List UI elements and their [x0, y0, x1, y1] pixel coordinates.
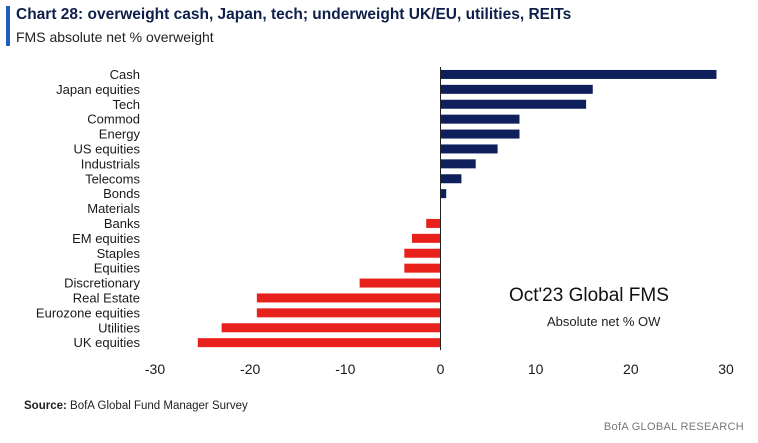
bar-cash — [440, 69, 717, 79]
bar-us-equities — [440, 144, 498, 154]
source-text: BofA Global Fund Manager Survey — [70, 400, 248, 412]
x-tick-label: 30 — [718, 361, 734, 377]
bar-equities — [404, 263, 441, 273]
category-label: Energy — [99, 127, 141, 142]
x-tick-label: -20 — [240, 361, 260, 377]
bar-telecoms — [440, 174, 462, 184]
annotation-subtitle: Absolute net % OW — [547, 314, 661, 329]
bar-bonds — [440, 189, 447, 199]
bar-tech — [440, 99, 587, 109]
chart-title: Chart 28: overweight cash, Japan, tech; … — [16, 6, 572, 23]
category-label: Commod — [87, 112, 140, 127]
bar-commod — [440, 114, 520, 124]
category-label: Real Estate — [73, 290, 140, 305]
category-label: Staples — [97, 246, 141, 261]
category-label: Discretionary — [64, 276, 140, 291]
category-label: Japan equities — [56, 82, 140, 97]
source-label: Source: — [24, 400, 67, 412]
x-tick-label: 20 — [623, 361, 639, 377]
bar-em-equities — [411, 233, 441, 243]
category-label: Tech — [113, 97, 140, 112]
category-label: Equities — [94, 261, 141, 276]
x-tick-label: -10 — [335, 361, 355, 377]
bar-industrials — [440, 159, 476, 169]
bar-uk-equities — [197, 338, 441, 348]
title-accent-bar — [6, 6, 10, 46]
category-label: Eurozone equities — [36, 305, 141, 320]
bar-utilities — [221, 323, 441, 333]
category-label: Materials — [87, 201, 140, 216]
bar-eurozone-equities — [256, 308, 441, 318]
category-label: Banks — [104, 216, 141, 231]
x-tick-label: 10 — [528, 361, 544, 377]
chart-subtitle: FMS absolute net % overweight — [16, 29, 214, 45]
category-label: Cash — [110, 67, 140, 82]
bar-banks — [426, 218, 441, 228]
bar-energy — [440, 129, 520, 139]
category-label: UK equities — [74, 335, 141, 350]
category-label: Utilities — [98, 320, 140, 335]
x-tick-label: 0 — [437, 361, 445, 377]
x-tick-labels-group: -30 -20 -10 0 10 20 30 — [145, 361, 734, 377]
bar-japan-equities — [440, 84, 593, 94]
bar-staples — [404, 248, 441, 258]
bar-real-estate — [256, 293, 441, 303]
category-label: Industrials — [81, 156, 141, 171]
bar-discretionary — [359, 278, 441, 288]
source-note: Source: BofA Global Fund Manager Survey — [24, 400, 248, 412]
category-label: EM equities — [72, 231, 140, 246]
category-label: Telecoms — [85, 171, 140, 186]
x-tick-label: -30 — [145, 361, 165, 377]
category-label: Bonds — [103, 186, 140, 201]
brand-footer: BofA GLOBAL RESEARCH — [603, 421, 744, 433]
category-label: US equities — [74, 141, 141, 156]
bars-group — [197, 69, 717, 348]
annotation-title: Oct'23 Global FMS — [509, 285, 669, 306]
